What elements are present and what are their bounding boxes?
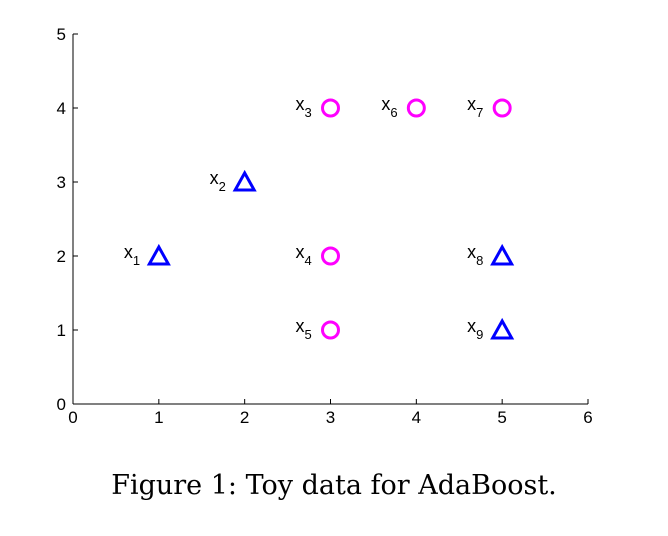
data-point: x2 bbox=[210, 168, 257, 194]
figure-caption: Figure 1: Toy data for AdaBoost. bbox=[111, 470, 557, 501]
circle-marker bbox=[321, 320, 340, 340]
chart-points: x1 x2 x8 x9 x3 x4 x5 x6 x7 bbox=[124, 94, 515, 342]
y-tick-label: 2 bbox=[57, 247, 66, 266]
data-point: x5 bbox=[296, 316, 340, 342]
data-point: x3 bbox=[296, 94, 340, 120]
chart-axes bbox=[72, 34, 588, 405]
data-point: x9 bbox=[467, 316, 515, 342]
point-label: x4 bbox=[296, 242, 312, 268]
data-point: x8 bbox=[467, 242, 515, 268]
x-tick-label: 4 bbox=[412, 408, 421, 427]
point-label: x6 bbox=[381, 94, 397, 120]
y-tick-label: 3 bbox=[57, 173, 66, 192]
point-label: x1 bbox=[124, 242, 140, 268]
data-point: x4 bbox=[296, 242, 340, 268]
point-label: x7 bbox=[467, 94, 483, 120]
chart-ticks: 0 1 2 3 4 5 6 0 1 2 3 4 5 bbox=[57, 25, 593, 427]
triangle-marker bbox=[232, 169, 257, 192]
point-label: x9 bbox=[467, 316, 483, 342]
x-tick-label: 2 bbox=[240, 408, 249, 427]
point-label: x8 bbox=[467, 242, 483, 268]
circle-marker bbox=[321, 246, 340, 266]
y-tick-label: 4 bbox=[57, 99, 66, 118]
data-point: x7 bbox=[467, 94, 512, 120]
y-tick-label: 0 bbox=[57, 395, 66, 414]
circle-marker bbox=[321, 98, 340, 118]
y-tick-label: 5 bbox=[57, 25, 66, 44]
point-label: x5 bbox=[296, 316, 312, 342]
triangle-marker bbox=[490, 317, 515, 340]
x-tick-label: 0 bbox=[68, 408, 77, 427]
x-tick-label: 6 bbox=[583, 408, 592, 427]
y-tick-label: 1 bbox=[57, 321, 66, 340]
point-label: x2 bbox=[210, 168, 226, 194]
x-tick-label: 3 bbox=[326, 408, 335, 427]
x-tick-label: 5 bbox=[497, 408, 506, 427]
point-label: x3 bbox=[296, 94, 312, 120]
circle-marker bbox=[406, 98, 426, 118]
triangle-marker bbox=[490, 243, 515, 266]
data-point: x6 bbox=[381, 94, 426, 120]
data-point: x1 bbox=[124, 242, 171, 268]
circle-marker bbox=[492, 98, 512, 118]
triangle-marker bbox=[146, 243, 171, 266]
x-tick-label: 1 bbox=[154, 408, 163, 427]
